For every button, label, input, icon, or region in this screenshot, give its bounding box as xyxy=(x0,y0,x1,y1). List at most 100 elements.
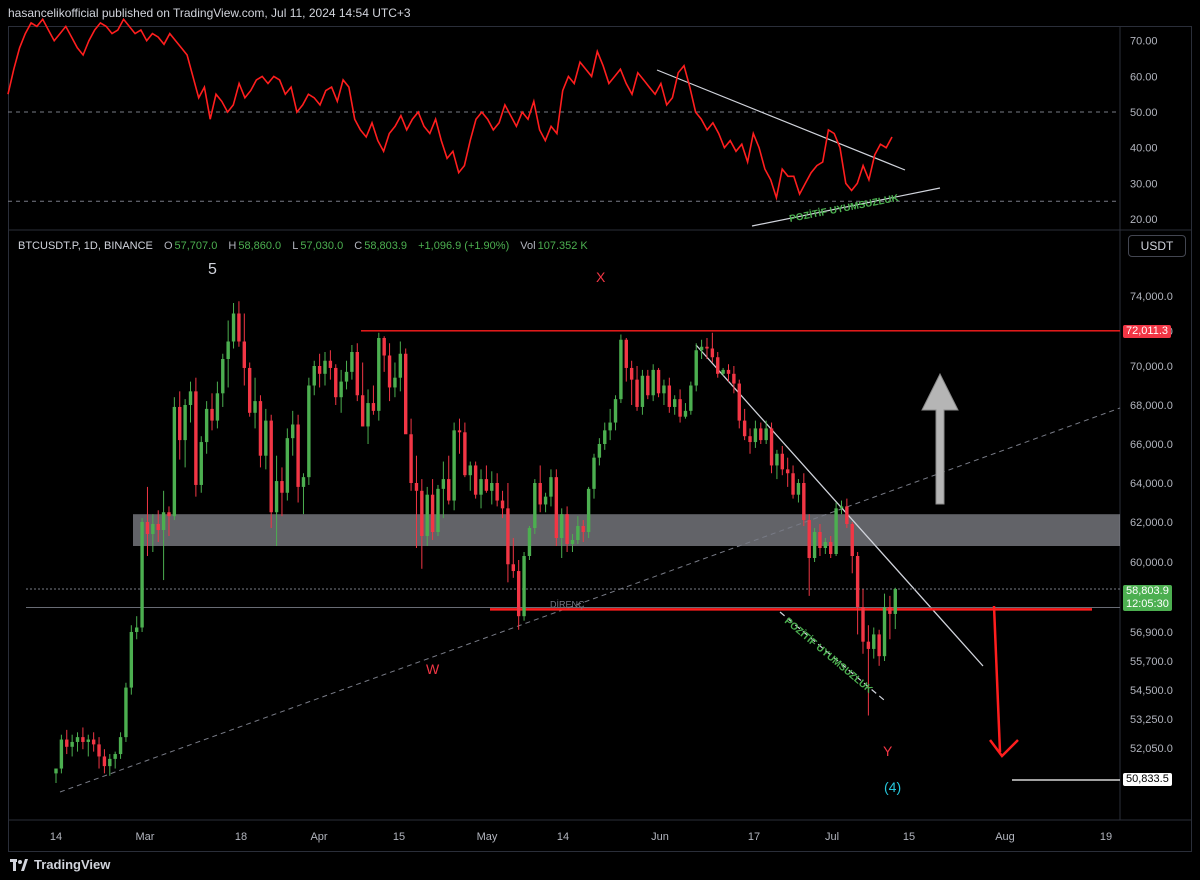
candle-body xyxy=(387,355,392,388)
axis-layer: 70.00 60.00 50.00 40.00 30.00 20.00 74,000.0 72… xyxy=(50,36,1173,843)
wave-label-x: X xyxy=(596,269,606,285)
legend-low: 57,030.0 xyxy=(300,240,344,252)
candle-body xyxy=(167,512,171,517)
candle-body xyxy=(877,634,881,657)
candle-body xyxy=(113,754,117,759)
candle-body xyxy=(484,479,489,491)
candle-body xyxy=(237,313,241,342)
candle-body xyxy=(893,589,897,614)
candle-body xyxy=(683,410,688,417)
candle-body xyxy=(785,469,790,474)
candle-body xyxy=(473,465,478,495)
candle-body xyxy=(355,352,359,396)
bar-countdown-tag: 12:05:30 xyxy=(1123,598,1172,611)
indicator-trendline xyxy=(656,69,906,171)
bearish-arrow-shaft xyxy=(992,605,1002,753)
candle-body xyxy=(247,367,252,413)
candle-body xyxy=(398,353,403,378)
candle-body xyxy=(538,483,542,505)
candle-body xyxy=(344,371,349,382)
legend-symbol: BTCUSDT.P, 1D, BINANCE xyxy=(18,240,153,252)
candle-body xyxy=(151,524,155,534)
price-y-tick: 55,700.0 xyxy=(1130,656,1173,668)
resistance-price-tag: 72,011.3 xyxy=(1123,325,1172,338)
wave-label-5: 5 xyxy=(208,261,217,278)
candles-layer xyxy=(54,301,897,784)
candle-body xyxy=(516,571,521,617)
candle-body xyxy=(258,401,263,456)
legend-volume: 107.352 K xyxy=(537,240,588,252)
candle-body xyxy=(366,403,370,427)
candle-body xyxy=(495,483,499,501)
candle-body xyxy=(97,744,101,757)
currency-unit-button[interactable]: USDT xyxy=(1128,235,1186,257)
candle-body xyxy=(108,758,112,767)
candle-body xyxy=(646,375,650,396)
candle-body xyxy=(210,408,214,421)
candle-body xyxy=(613,399,618,423)
candle-body xyxy=(328,360,333,368)
candle-body xyxy=(861,607,865,642)
candle-body xyxy=(409,434,413,483)
supply-zone xyxy=(133,514,1120,546)
candle-body xyxy=(850,524,854,556)
footer-brand: TradingView xyxy=(34,857,111,872)
candle-body xyxy=(334,367,338,398)
candle-body xyxy=(199,442,203,485)
candle-body xyxy=(377,338,381,411)
legend-volume-key: Vol xyxy=(520,240,536,252)
x-tick-label: 17 xyxy=(748,831,760,843)
candle-body xyxy=(823,542,828,548)
candle-body xyxy=(204,408,209,443)
candle-body xyxy=(307,385,311,478)
candle-body xyxy=(629,367,634,380)
candle-body xyxy=(624,339,628,368)
candle-body xyxy=(312,366,316,386)
candle-body xyxy=(436,488,440,532)
candle-body xyxy=(65,739,69,747)
legend-open-key: O xyxy=(163,240,173,252)
legend-open: 57,707.0 xyxy=(174,240,218,252)
tradingview-footer[interactable]: TradingView xyxy=(10,857,110,872)
candle-body xyxy=(721,369,725,374)
candle-body xyxy=(221,359,225,394)
candle-body xyxy=(543,496,548,505)
candle-body xyxy=(81,737,85,742)
candle-body xyxy=(753,428,758,443)
candle-body xyxy=(253,401,257,413)
candle-body xyxy=(124,687,128,738)
price-y-tick: 74,000.0 xyxy=(1130,291,1173,303)
candle-body xyxy=(54,768,58,774)
candle-body xyxy=(662,385,666,394)
price-y-tick: 52,050.0 xyxy=(1130,743,1173,755)
price-y-tick: 54,500.0 xyxy=(1130,685,1173,697)
candle-body xyxy=(511,564,515,572)
x-tick-label: 15 xyxy=(393,831,405,843)
candle-body xyxy=(317,366,322,374)
candle-body xyxy=(829,542,833,554)
x-tick-label: Jul xyxy=(825,831,839,843)
candle-body xyxy=(59,739,64,769)
indicator-divergence-label: POZİTİF UYUMSUZLUK xyxy=(788,191,900,225)
x-tick-label: 19 xyxy=(1100,831,1112,843)
price-divergence-line xyxy=(779,611,885,701)
candle-body xyxy=(339,381,343,398)
candle-body xyxy=(371,403,376,411)
candle-body xyxy=(350,352,354,372)
candle-body xyxy=(452,430,456,501)
candle-body xyxy=(576,526,580,540)
candle-body xyxy=(86,739,90,742)
indicator-y-tick: 20.00 xyxy=(1130,214,1158,226)
candle-body xyxy=(619,339,623,400)
candle-body xyxy=(382,338,386,356)
candle-body xyxy=(866,641,871,649)
x-tick-label: 14 xyxy=(50,831,62,843)
candle-body xyxy=(699,346,704,351)
candle-body xyxy=(161,512,166,530)
candle-body xyxy=(710,348,715,358)
price-y-tick: 68,000.0 xyxy=(1130,400,1173,412)
candle-body xyxy=(581,526,585,532)
candle-body xyxy=(597,444,602,458)
candle-body xyxy=(441,479,446,489)
